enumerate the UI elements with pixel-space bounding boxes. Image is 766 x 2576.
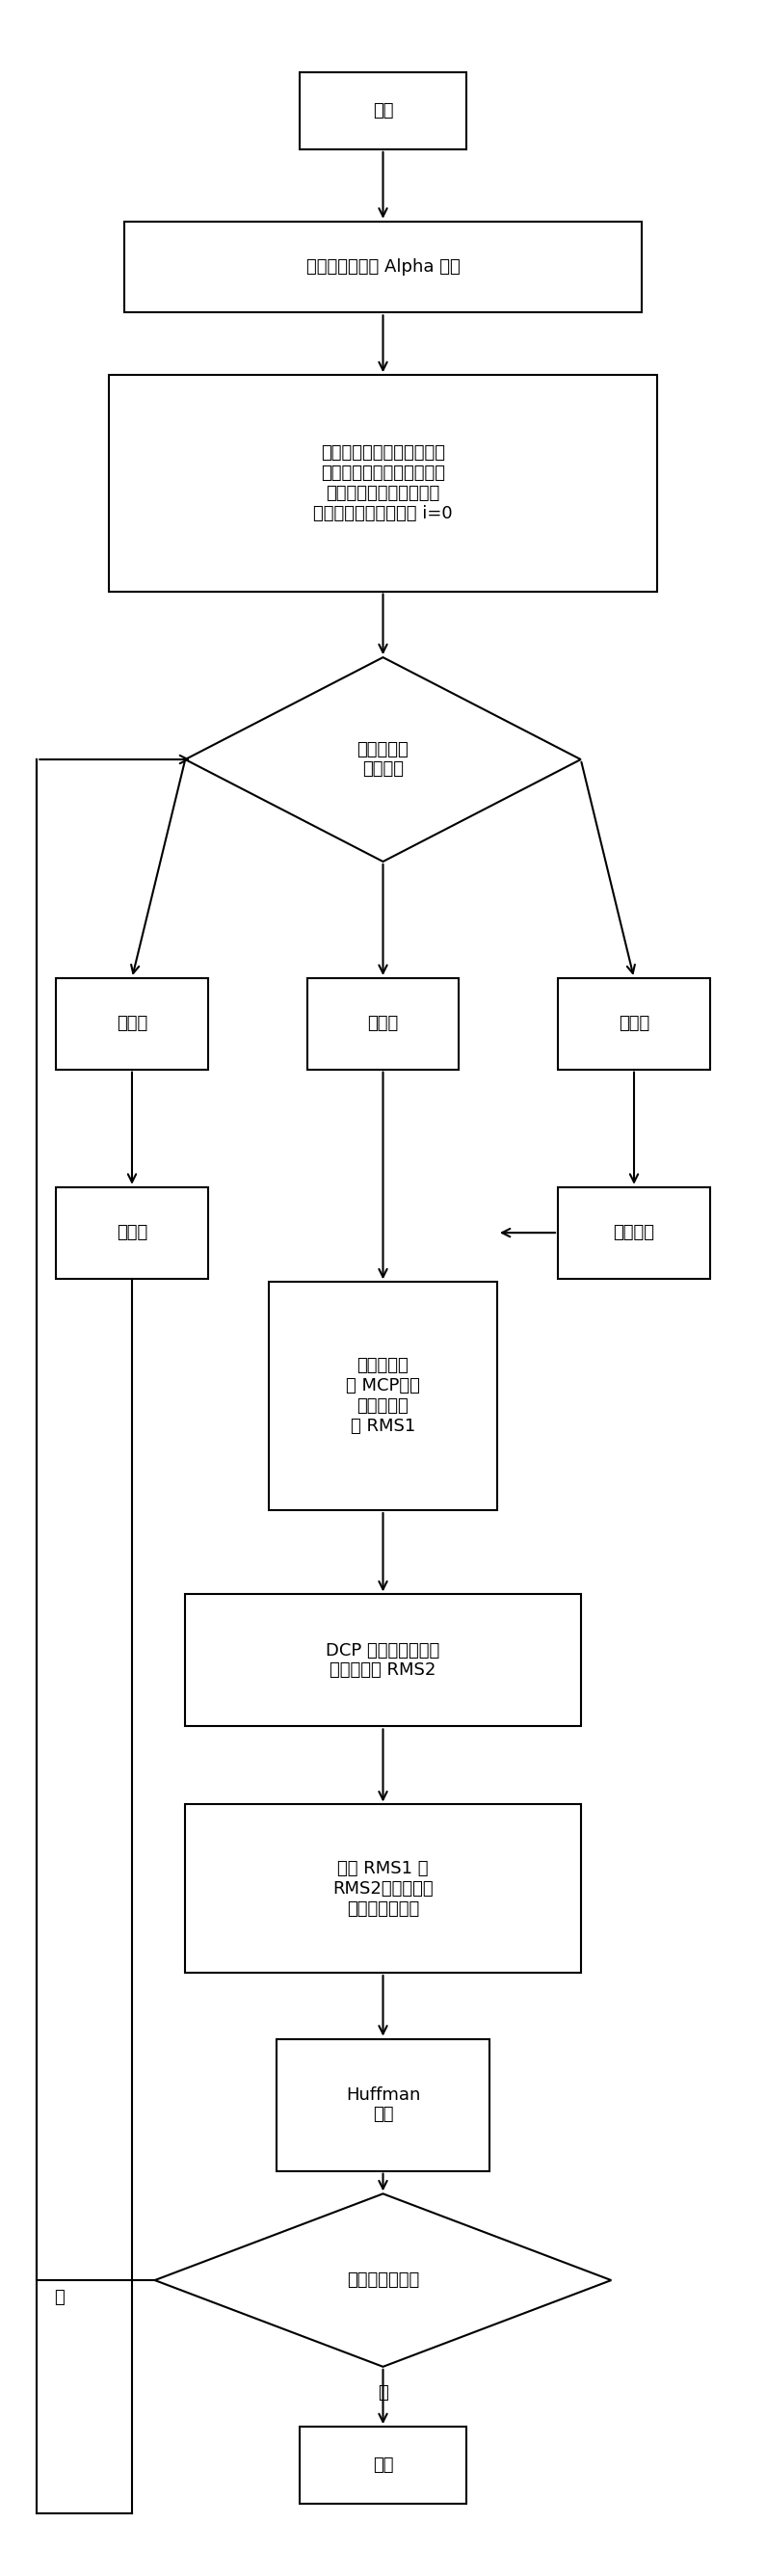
Bar: [56, 1188, 208, 1278]
Text: DCP 快速算法，得到
最小的误差 RMS2: DCP 快速算法，得到 最小的误差 RMS2: [326, 1641, 440, 1680]
Polygon shape: [155, 2195, 611, 2367]
Bar: [124, 222, 642, 312]
Bar: [558, 979, 710, 1069]
Polygon shape: [185, 657, 581, 860]
Text: 是否已处理完？: 是否已处理完？: [347, 2272, 419, 2290]
Text: 比较 RMS1 和
RMS2，选择最小
的作为预测结果: 比较 RMS1 和 RMS2，选择最小 的作为预测结果: [332, 1860, 434, 1917]
Text: 划分图像为若干个宏块，计
算右目中与子块有关的值；
计算前一帧和左目对应帧
中与父块有关的值；令 i=0: 划分图像为若干个宏块，计 算右目中与子块有关的值； 计算前一帧和左目对应帧 中与…: [313, 446, 453, 523]
Text: 均值代替: 均值代替: [614, 1224, 655, 1242]
Bar: [307, 979, 459, 1069]
Text: 外部块: 外部块: [116, 1015, 148, 1033]
Bar: [185, 1595, 581, 1726]
Text: 内部块: 内部块: [368, 1015, 398, 1033]
Text: Huffman
编码: Huffman 编码: [345, 2087, 421, 2123]
Bar: [277, 2038, 489, 2172]
Bar: [185, 1806, 581, 1973]
Bar: [269, 1283, 497, 1510]
Bar: [300, 2427, 466, 2504]
Text: 与左目类似
的 MCP，得
到最小的误
差 RMS1: 与左目类似 的 MCP，得 到最小的误 差 RMS1: [346, 1358, 420, 1435]
Text: 假: 假: [54, 2287, 65, 2306]
Text: 由分割算法获得 Alpha 平面: 由分割算法获得 Alpha 平面: [306, 258, 460, 276]
Text: 判断当前块
的类型？: 判断当前块 的类型？: [357, 742, 409, 778]
Text: 不处理: 不处理: [116, 1224, 148, 1242]
Bar: [56, 979, 208, 1069]
Bar: [558, 1188, 710, 1278]
Bar: [300, 72, 466, 149]
Text: 真: 真: [378, 2385, 388, 2401]
Text: 结束: 结束: [372, 2458, 394, 2473]
Bar: [110, 376, 656, 592]
Text: 右目: 右目: [372, 103, 394, 118]
Text: 边界块: 边界块: [618, 1015, 650, 1033]
